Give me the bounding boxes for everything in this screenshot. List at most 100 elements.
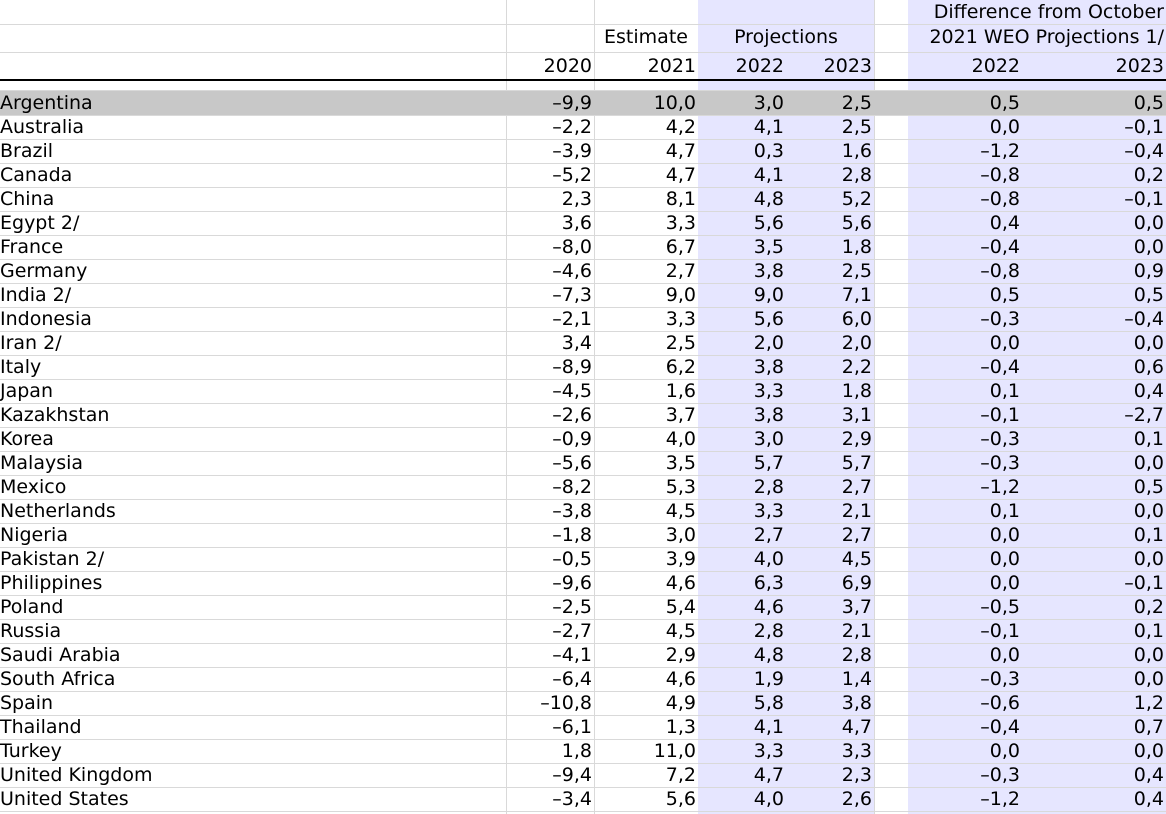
value-cell[interactable]: 3,7 bbox=[665, 404, 696, 426]
country-cell[interactable]: Netherlands bbox=[0, 500, 116, 522]
value-cell[interactable]: 0,4 bbox=[989, 212, 1020, 234]
value-cell[interactable]: –9,9 bbox=[552, 92, 592, 114]
value-cell[interactable]: –1,2 bbox=[980, 476, 1020, 498]
value-cell[interactable]: 4,8 bbox=[753, 188, 784, 210]
value-cell[interactable]: –10,8 bbox=[540, 692, 592, 714]
header-year-2023[interactable]: 2023 bbox=[823, 55, 872, 77]
value-cell[interactable]: 0,5 bbox=[989, 284, 1020, 306]
value-cell[interactable]: 3,6 bbox=[561, 212, 592, 234]
value-cell[interactable]: 0,2 bbox=[1133, 164, 1164, 186]
value-cell[interactable]: 1,4 bbox=[841, 668, 872, 690]
value-cell[interactable]: 0,0 bbox=[989, 524, 1020, 546]
value-cell[interactable]: 5,2 bbox=[841, 188, 872, 210]
value-cell[interactable]: 11,0 bbox=[653, 740, 696, 762]
value-cell[interactable]: –8,9 bbox=[552, 356, 592, 378]
country-cell[interactable]: Canada bbox=[0, 164, 73, 186]
value-cell[interactable]: –2,7 bbox=[552, 620, 592, 642]
value-cell[interactable]: –2,1 bbox=[552, 308, 592, 330]
value-cell[interactable]: –2,5 bbox=[552, 596, 592, 618]
value-cell[interactable]: 0,6 bbox=[1133, 356, 1164, 378]
header-difference-line2[interactable]: 2021 WEO Projections 1/ bbox=[929, 26, 1164, 48]
value-cell[interactable]: 7,1 bbox=[841, 284, 872, 306]
country-cell[interactable]: China bbox=[0, 188, 55, 210]
country-cell[interactable]: India 2/ bbox=[0, 284, 72, 306]
country-cell[interactable]: Thailand bbox=[0, 716, 82, 738]
value-cell[interactable]: 4,7 bbox=[665, 164, 696, 186]
value-cell[interactable]: –1,8 bbox=[552, 524, 592, 546]
value-cell[interactable]: 4,9 bbox=[665, 692, 696, 714]
value-cell[interactable]: –0,1 bbox=[980, 620, 1020, 642]
value-cell[interactable]: 0,4 bbox=[1133, 380, 1164, 402]
country-cell[interactable]: United States bbox=[0, 788, 129, 810]
value-cell[interactable]: 3,0 bbox=[665, 524, 696, 546]
country-cell[interactable]: Indonesia bbox=[0, 308, 92, 330]
value-cell[interactable]: 0,0 bbox=[989, 572, 1020, 594]
value-cell[interactable]: 3,7 bbox=[841, 596, 872, 618]
value-cell[interactable]: 3,0 bbox=[753, 92, 784, 114]
value-cell[interactable]: 0,2 bbox=[1133, 596, 1164, 618]
value-cell[interactable]: 4,1 bbox=[753, 164, 784, 186]
country-cell[interactable]: United Kingdom bbox=[0, 764, 153, 786]
country-cell[interactable]: Malaysia bbox=[0, 452, 84, 474]
value-cell[interactable]: –0,5 bbox=[552, 548, 592, 570]
value-cell[interactable]: 2,1 bbox=[841, 500, 872, 522]
value-cell[interactable]: –0,1 bbox=[980, 404, 1020, 426]
country-cell[interactable]: Brazil bbox=[0, 140, 54, 162]
value-cell[interactable]: 0,1 bbox=[989, 500, 1020, 522]
value-cell[interactable]: –1,2 bbox=[980, 140, 1020, 162]
value-cell[interactable]: 4,0 bbox=[753, 548, 784, 570]
value-cell[interactable]: 3,8 bbox=[753, 356, 784, 378]
value-cell[interactable]: 2,7 bbox=[841, 524, 872, 546]
country-cell[interactable]: Argentina bbox=[0, 92, 93, 114]
value-cell[interactable]: 2,8 bbox=[841, 164, 872, 186]
value-cell[interactable]: –5,6 bbox=[552, 452, 592, 474]
country-cell[interactable]: Germany bbox=[0, 260, 88, 282]
value-cell[interactable]: 4,1 bbox=[753, 116, 784, 138]
value-cell[interactable]: 0,0 bbox=[1133, 500, 1164, 522]
value-cell[interactable]: –6,1 bbox=[552, 716, 592, 738]
value-cell[interactable]: 3,5 bbox=[753, 236, 784, 258]
value-cell[interactable]: 0,1 bbox=[1133, 524, 1164, 546]
value-cell[interactable]: 4,5 bbox=[665, 500, 696, 522]
value-cell[interactable]: 1,9 bbox=[753, 668, 784, 690]
country-cell[interactable]: Saudi Arabia bbox=[0, 644, 121, 666]
country-cell[interactable]: Nigeria bbox=[0, 524, 68, 546]
value-cell[interactable]: –0,4 bbox=[980, 236, 1020, 258]
country-cell[interactable]: South Africa bbox=[0, 668, 116, 690]
value-cell[interactable]: 1,6 bbox=[841, 140, 872, 162]
value-cell[interactable]: –0,8 bbox=[980, 260, 1020, 282]
value-cell[interactable]: –1,2 bbox=[980, 788, 1020, 810]
value-cell[interactable]: –0,4 bbox=[980, 356, 1020, 378]
value-cell[interactable]: –2,6 bbox=[552, 404, 592, 426]
value-cell[interactable]: 2,7 bbox=[665, 260, 696, 282]
value-cell[interactable]: –0,1 bbox=[1124, 116, 1164, 138]
header-projections[interactable]: Projections bbox=[734, 26, 838, 48]
value-cell[interactable]: 4,5 bbox=[665, 620, 696, 642]
value-cell[interactable]: 0,0 bbox=[1133, 644, 1164, 666]
value-cell[interactable]: –7,3 bbox=[552, 284, 592, 306]
country-cell[interactable]: Kazakhstan bbox=[0, 404, 110, 426]
value-cell[interactable]: –6,4 bbox=[552, 668, 592, 690]
value-cell[interactable]: –8,0 bbox=[552, 236, 592, 258]
value-cell[interactable]: 4,0 bbox=[753, 788, 784, 810]
value-cell[interactable]: 6,3 bbox=[753, 572, 784, 594]
value-cell[interactable]: –3,8 bbox=[552, 500, 592, 522]
value-cell[interactable]: –0,1 bbox=[1124, 572, 1164, 594]
value-cell[interactable]: 1,8 bbox=[841, 380, 872, 402]
value-cell[interactable]: 5,6 bbox=[665, 788, 696, 810]
value-cell[interactable]: 0,5 bbox=[1133, 92, 1164, 114]
value-cell[interactable]: 0,4 bbox=[1133, 788, 1164, 810]
value-cell[interactable]: 2,8 bbox=[753, 476, 784, 498]
value-cell[interactable]: 4,7 bbox=[841, 716, 872, 738]
value-cell[interactable]: 6,2 bbox=[665, 356, 696, 378]
value-cell[interactable]: 0,1 bbox=[1133, 620, 1164, 642]
country-cell[interactable]: Korea bbox=[0, 428, 54, 450]
country-cell[interactable]: Australia bbox=[0, 116, 85, 138]
value-cell[interactable]: 0,0 bbox=[989, 644, 1020, 666]
value-cell[interactable]: –4,1 bbox=[552, 644, 592, 666]
value-cell[interactable]: 3,3 bbox=[753, 740, 784, 762]
value-cell[interactable]: 3,0 bbox=[753, 428, 784, 450]
value-cell[interactable]: 1,6 bbox=[665, 380, 696, 402]
value-cell[interactable]: 3,8 bbox=[841, 692, 872, 714]
value-cell[interactable]: 0,0 bbox=[989, 116, 1020, 138]
